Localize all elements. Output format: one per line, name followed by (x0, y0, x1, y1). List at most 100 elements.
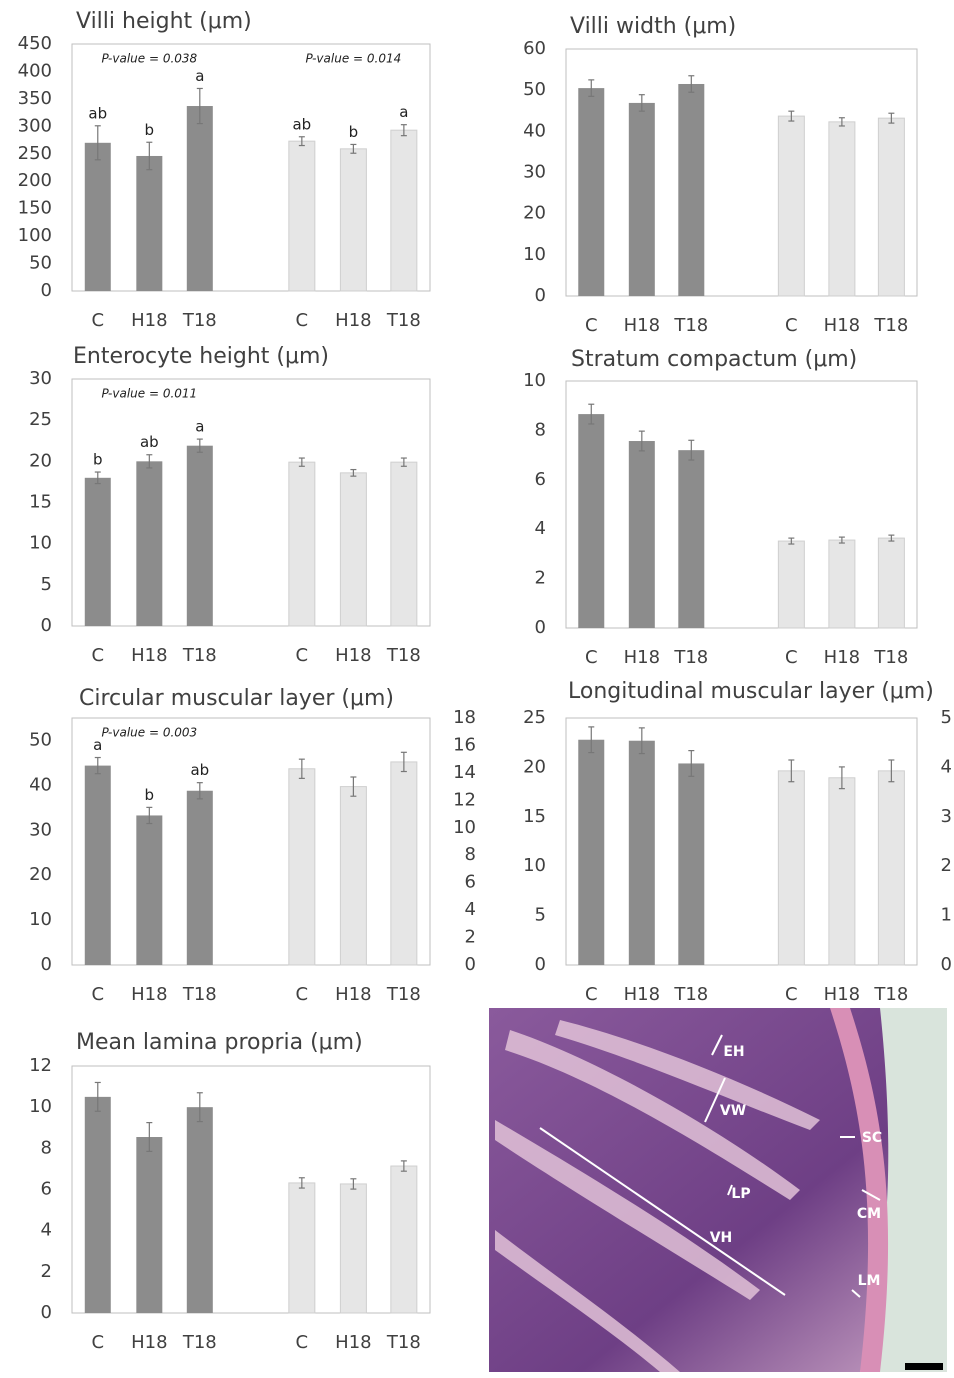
x-tick-label: C (785, 315, 798, 336)
chart-panel: Stratum compactum (μm)0246810CH18T18CH18… (523, 347, 917, 668)
x-tick-label: H18 (131, 310, 167, 331)
x-tick-label: H18 (335, 310, 371, 331)
chart-panel: Villi width (μm)0102030405060CH18T18CH18… (523, 14, 917, 336)
y-tick-label: 0 (41, 1302, 52, 1323)
significance-letter: b (145, 786, 155, 804)
y-tick-label: 4 (41, 1220, 52, 1241)
p-value-annotation: P-value = 0.038 (101, 52, 197, 66)
p-value-annotation: P-value = 0.011 (101, 387, 197, 401)
x-tick-label: H18 (624, 984, 660, 1005)
x-tick-label: H18 (131, 1332, 167, 1353)
x-tick-label: T18 (182, 645, 217, 666)
y-tick-label: 40 (29, 774, 52, 795)
y-tick-label: 150 (18, 198, 52, 219)
significance-letter: ab (140, 433, 159, 451)
micrograph-label: LP (731, 1186, 750, 1202)
y2-tick-label: 8 (465, 844, 476, 865)
significance-letter: a (195, 67, 204, 85)
bar (340, 1184, 366, 1313)
plot-area (72, 379, 430, 626)
significance-letter: ab (190, 761, 209, 779)
y-tick-label: 20 (523, 203, 546, 224)
y2-tick-label: 6 (465, 872, 476, 893)
bar (678, 450, 704, 628)
bar (391, 762, 417, 965)
plot-area (566, 49, 917, 296)
y-tick-label: 50 (523, 79, 546, 100)
x-tick-label: C (785, 984, 798, 1005)
micrograph-label: LM (858, 1273, 881, 1289)
x-tick-label: C (585, 984, 598, 1005)
y-tick-label: 30 (29, 819, 52, 840)
bar (678, 84, 704, 296)
x-tick-label: T18 (182, 984, 217, 1005)
y-tick-label: 15 (29, 492, 52, 513)
x-tick-label: H18 (624, 315, 660, 336)
y-tick-label: 2 (41, 1261, 52, 1282)
y-tick-label: 20 (523, 756, 546, 777)
bar (85, 1097, 111, 1313)
bar (878, 538, 904, 628)
significance-letter: a (195, 418, 204, 436)
y-tick-label: 350 (18, 88, 52, 109)
y-tick-label: 25 (523, 707, 546, 728)
micrograph (489, 1008, 947, 1372)
y-tick-label: 12 (29, 1055, 52, 1076)
x-tick-label: T18 (182, 310, 217, 331)
chart-panel: Enterocyte height (μm)051015202530CbH18a… (29, 344, 430, 666)
plot-area (72, 1066, 430, 1313)
x-tick-label: T18 (873, 984, 908, 1005)
x-tick-label: T18 (873, 647, 908, 668)
bar (85, 143, 111, 291)
y-tick-label: 0 (41, 615, 52, 636)
bar (289, 462, 315, 626)
chart-title: Longitudinal muscular layer (μm) (568, 679, 934, 704)
x-tick-label: H18 (824, 315, 860, 336)
bar (878, 118, 904, 296)
y2-tick-label: 2 (465, 927, 476, 948)
y-tick-label: 20 (29, 450, 52, 471)
plot-area (72, 718, 430, 965)
bar (187, 106, 213, 291)
significance-letter: ab (292, 115, 311, 133)
p-value-annotation: P-value = 0.003 (101, 726, 197, 740)
x-tick-label: H18 (624, 647, 660, 668)
chart-panel: Villi height (μm)05010015020025030035040… (18, 9, 430, 331)
bar (136, 461, 162, 626)
x-tick-label: C (91, 310, 104, 331)
y-tick-label: 10 (29, 1096, 52, 1117)
y-tick-label: 8 (535, 419, 546, 440)
bar (578, 414, 604, 628)
significance-letter: a (399, 103, 408, 121)
bar (829, 540, 855, 628)
x-tick-label: T18 (386, 645, 421, 666)
y-tick-label: 6 (535, 469, 546, 490)
bar (289, 769, 315, 965)
y-tick-label: 20 (29, 864, 52, 885)
bar (778, 541, 804, 628)
y-tick-label: 8 (41, 1137, 52, 1158)
bar (629, 741, 655, 965)
chart-title: Enterocyte height (μm) (73, 344, 329, 369)
y2-tick-label: 12 (453, 789, 476, 810)
y-tick-label: 25 (29, 409, 52, 430)
micrograph-label: CM (857, 1206, 881, 1222)
bar (136, 815, 162, 965)
significance-letter: ab (88, 104, 107, 122)
plot-area (72, 44, 430, 291)
y-tick-label: 5 (41, 574, 52, 595)
x-tick-label: H18 (335, 984, 371, 1005)
y2-tick-label: 18 (453, 707, 476, 728)
y-tick-label: 50 (29, 729, 52, 750)
bar (629, 441, 655, 628)
bar (136, 1137, 162, 1313)
micrograph-label: SC (862, 1130, 882, 1146)
chart-panel: Circular muscular layer (μm)010203040500… (29, 686, 476, 1005)
y2-tick-label: 10 (453, 817, 476, 838)
bar (578, 88, 604, 296)
y-tick-label: 50 (29, 253, 52, 274)
y-tick-label: 10 (523, 370, 546, 391)
y-tick-label: 450 (18, 33, 52, 54)
bar (340, 787, 366, 965)
